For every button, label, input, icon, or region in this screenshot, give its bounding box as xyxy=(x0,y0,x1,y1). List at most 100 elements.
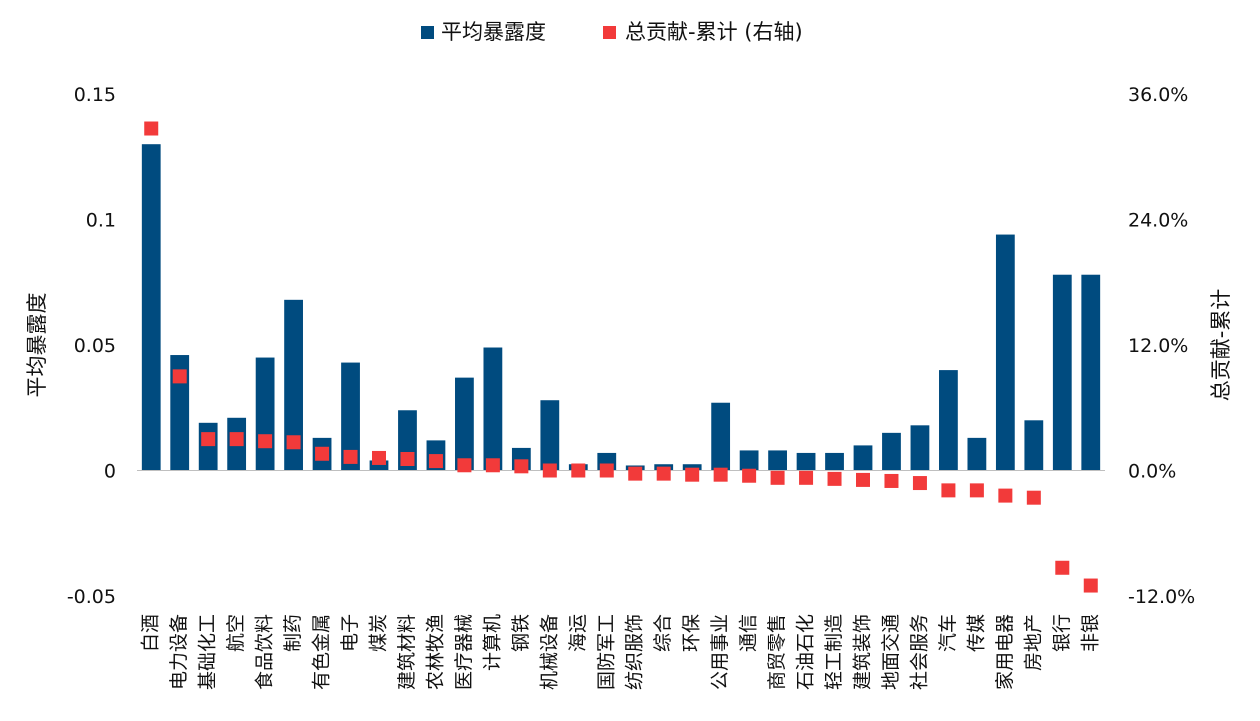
right-tick-label: 24.0% xyxy=(1128,210,1188,232)
marker-point xyxy=(485,458,500,473)
marker-point xyxy=(969,483,984,498)
bar xyxy=(882,432,901,471)
left-tick-label: 0 xyxy=(104,461,116,483)
category-label: 非银 xyxy=(1079,614,1101,652)
bar xyxy=(853,445,873,471)
category-label: 石油石化 xyxy=(795,614,817,690)
category-label: 汽车 xyxy=(937,614,959,652)
marker-point xyxy=(912,476,927,491)
category-label: 电子 xyxy=(339,614,361,652)
category-label: 国防军工 xyxy=(595,614,617,690)
marker-point xyxy=(628,466,643,481)
category-label: 机械设备 xyxy=(538,614,560,690)
legend-label-1: 平均暴露度 xyxy=(441,20,546,44)
category-label: 电力设备 xyxy=(168,614,190,690)
bar xyxy=(1052,274,1072,471)
marker-point xyxy=(656,466,671,481)
bar xyxy=(967,437,987,471)
marker-point xyxy=(998,488,1013,503)
marker-point xyxy=(542,463,557,478)
category-label: 建筑装饰 xyxy=(852,614,874,690)
marker-point xyxy=(457,458,472,473)
bar xyxy=(939,370,958,471)
legend-swatch-1 xyxy=(421,26,434,39)
marker-point xyxy=(400,451,415,466)
marker-point xyxy=(315,446,330,461)
legend-swatch-2 xyxy=(603,26,616,39)
category-label: 轻工制造 xyxy=(823,614,845,690)
right-tick-label: 36.0% xyxy=(1128,84,1188,106)
bar xyxy=(141,144,161,471)
category-label: 计算机 xyxy=(481,614,503,671)
category-label: 商贸零售 xyxy=(766,614,788,690)
right-axis-title: 总贡献-累计 xyxy=(1209,289,1233,402)
marker-point xyxy=(343,449,358,464)
category-label: 地面交通 xyxy=(880,614,902,690)
bar xyxy=(1024,420,1044,471)
category-label: 海运 xyxy=(567,614,589,652)
marker-point xyxy=(856,472,870,487)
marker-series xyxy=(144,121,1098,593)
marker-point xyxy=(571,463,586,478)
bar xyxy=(170,355,190,471)
bar xyxy=(369,460,389,471)
category-label: 食品饮料 xyxy=(254,614,276,690)
category-label: 通信 xyxy=(738,614,760,652)
bar xyxy=(284,299,303,471)
bar xyxy=(255,357,275,471)
category-label: 有色金属 xyxy=(311,614,333,690)
bar xyxy=(768,450,787,471)
marker-point xyxy=(286,435,301,450)
bar xyxy=(796,452,816,471)
marker-point xyxy=(1026,490,1041,505)
left-tick-label: 0.1 xyxy=(86,210,116,232)
marker-point xyxy=(685,467,700,482)
category-label: 医疗器械 xyxy=(453,614,475,690)
bar xyxy=(483,347,503,471)
marker-point xyxy=(770,470,785,485)
marker-point xyxy=(144,121,159,136)
bar xyxy=(198,422,218,471)
bar xyxy=(455,377,474,471)
category-label: 基础化工 xyxy=(197,614,219,690)
bar xyxy=(910,425,930,471)
marker-point xyxy=(258,434,273,449)
marker-point xyxy=(514,459,529,474)
category-label: 环保 xyxy=(681,614,703,652)
marker-point xyxy=(372,450,386,465)
category-label: 农林牧渔 xyxy=(424,614,446,690)
category-label: 公用事业 xyxy=(709,614,731,690)
bar xyxy=(825,452,844,471)
legend: 平均暴露度 总贡献-累计 (右轴) xyxy=(421,20,803,44)
marker-point xyxy=(713,467,728,482)
marker-point xyxy=(1083,578,1098,593)
marker-point xyxy=(599,463,614,478)
category-label: 建筑材料 xyxy=(396,614,418,690)
category-label: 钢铁 xyxy=(510,614,532,652)
right-tick-label: 0.0% xyxy=(1128,461,1176,483)
category-label: 家用电器 xyxy=(994,614,1016,690)
x-axis-labels: 白酒 电力设备 基础化工 航空 食品饮料 制药 有色金属 电子 煤炭 建筑材料 农林牧渔 医疗器械 计算… xyxy=(140,614,1102,690)
bar xyxy=(995,234,1015,471)
bar xyxy=(341,362,360,471)
category-label: 航空 xyxy=(225,614,247,652)
category-label: 社会服务 xyxy=(908,614,930,690)
right-tick-label: 12.0% xyxy=(1128,335,1188,357)
marker-point xyxy=(1055,560,1070,575)
marker-point xyxy=(941,483,956,498)
left-tick-label: 0.05 xyxy=(74,335,116,357)
marker-point xyxy=(799,470,814,485)
right-axis: -12.0% 0.0% 12.0% 24.0% 36.0% 总贡献-累计 xyxy=(1128,84,1233,608)
left-axis: -0.05 0 0.05 0.1 0.15 平均暴露度 xyxy=(25,84,116,608)
marker-point xyxy=(884,473,899,488)
left-axis-title: 平均暴露度 xyxy=(25,293,49,398)
category-label: 白酒 xyxy=(140,614,162,652)
bar xyxy=(1081,274,1101,471)
marker-point xyxy=(742,468,757,483)
legend-label-2: 总贡献-累计 (右轴) xyxy=(625,20,803,44)
marker-point xyxy=(827,471,842,486)
bar xyxy=(682,464,702,471)
category-label: 银行 xyxy=(1051,614,1073,652)
category-label: 煤炭 xyxy=(368,614,390,652)
